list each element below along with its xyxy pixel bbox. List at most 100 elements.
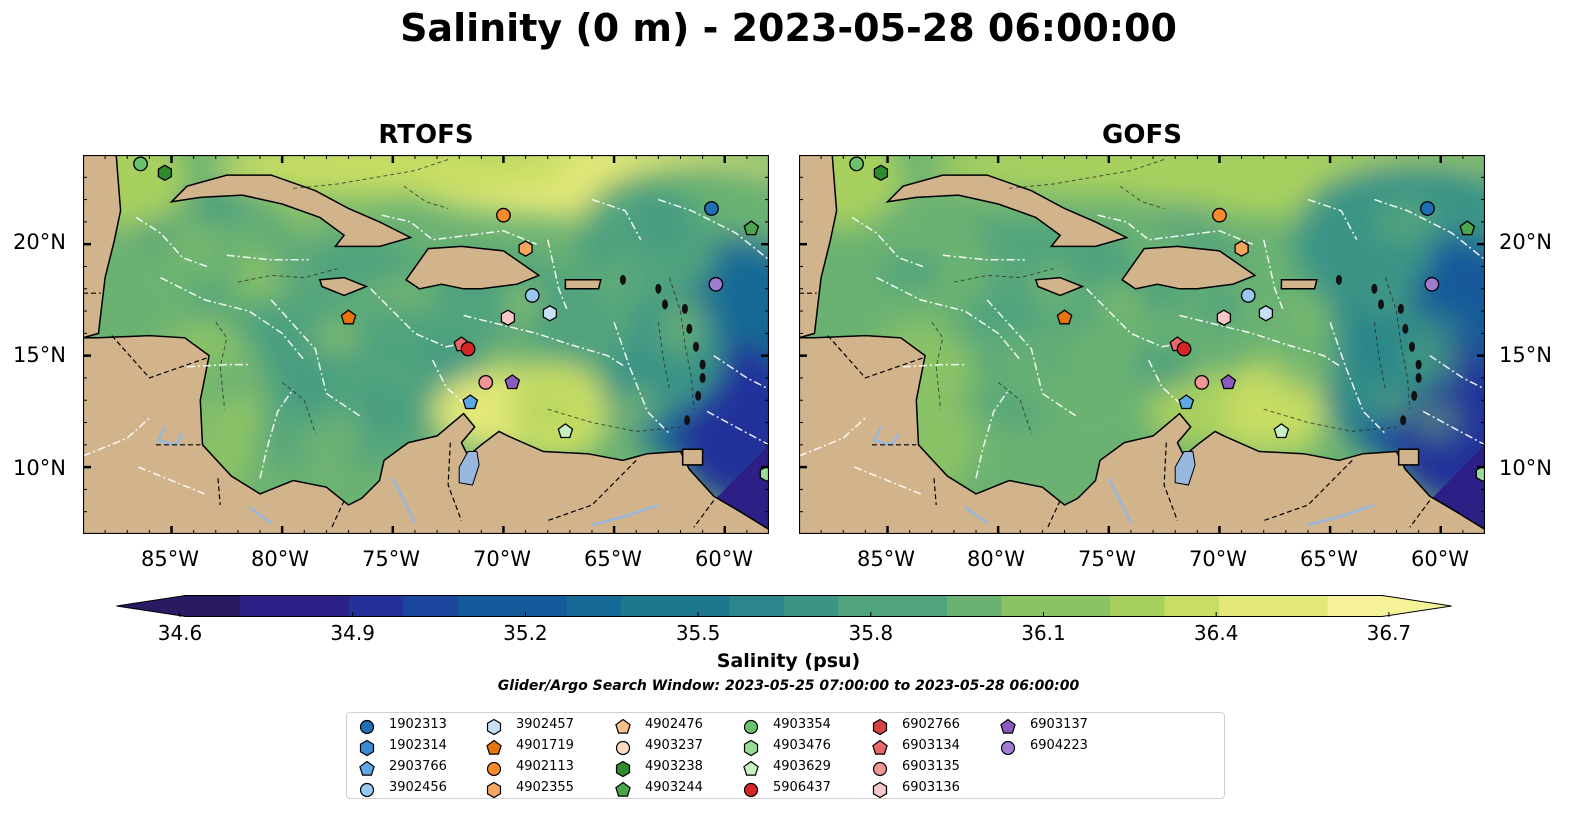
river xyxy=(248,506,272,524)
legend-item-label: 4902113 xyxy=(516,759,574,774)
colorbar-segment xyxy=(1055,595,1111,617)
float-marker-4901719 xyxy=(340,309,357,325)
colorbar-segment xyxy=(349,595,405,617)
eez-boundary xyxy=(546,239,569,312)
eez-boundary xyxy=(706,410,769,446)
map-gofs xyxy=(799,155,1485,534)
land-puertorico xyxy=(564,279,602,290)
eez-boundary xyxy=(799,417,866,457)
colorbar-segment xyxy=(947,595,1003,617)
lon-label-65w-right: 65°W xyxy=(1300,547,1358,571)
legend-item-label: 6902766 xyxy=(902,717,960,732)
eez-boundary xyxy=(1374,198,1485,261)
legend-item-label: 4903238 xyxy=(645,759,703,774)
float-marker-4903354 xyxy=(133,156,148,172)
colorbar-segment xyxy=(240,595,296,617)
bathymetry-contour xyxy=(668,277,695,410)
hexagon-marker-icon xyxy=(486,718,502,736)
eez-boundary xyxy=(160,276,305,361)
pentagon-marker-icon xyxy=(743,760,759,776)
lon-label-60w-right: 60°W xyxy=(1411,547,1469,571)
legend-item-label: 3902456 xyxy=(389,780,447,795)
bathymetry-contour xyxy=(1119,185,1165,209)
colorbar xyxy=(116,595,1452,617)
float-marker-4901719 xyxy=(1056,309,1073,325)
lesser-antilles-island xyxy=(1415,372,1422,383)
float-marker-5906437 xyxy=(460,341,476,357)
land-puertorico xyxy=(1280,279,1318,290)
land-trinidad xyxy=(1397,448,1420,466)
lake-maracaibo xyxy=(458,451,480,486)
land-centralAm xyxy=(83,334,769,534)
river xyxy=(391,477,417,524)
bathymetry-contour xyxy=(1384,277,1411,410)
eez-boundary xyxy=(942,254,1025,261)
eez-boundary xyxy=(1329,321,1386,435)
eez-boundary xyxy=(83,417,150,457)
legend-item-label: 4902476 xyxy=(645,717,703,732)
bathymetry-contour xyxy=(215,321,228,410)
colorbar-segment xyxy=(620,595,677,617)
hexagon-marker-icon xyxy=(486,781,502,799)
country-border xyxy=(1409,500,1431,528)
hexagon-marker-icon xyxy=(615,760,631,778)
colorbar-segment xyxy=(729,595,785,617)
pentagon-marker-icon xyxy=(872,739,888,755)
float-marker-3902456 xyxy=(1240,288,1256,303)
pentagon-marker-icon xyxy=(615,718,631,734)
river xyxy=(872,426,900,447)
circle-marker-icon xyxy=(743,782,759,798)
lesser-antilles-island xyxy=(1397,303,1404,314)
colorbar-segment xyxy=(675,595,731,617)
lon-label-75w-left: 75°W xyxy=(362,547,420,571)
eez-boundary xyxy=(902,363,965,368)
hexagon-marker-icon xyxy=(872,718,888,736)
eez-boundary xyxy=(1262,239,1285,312)
lon-label-60w-left: 60°W xyxy=(695,547,753,571)
colorbar-segment xyxy=(1164,595,1220,617)
legend-item-label: 6903135 xyxy=(902,759,960,774)
country-border xyxy=(933,478,937,506)
lat-label-20n-left: 20°N xyxy=(13,230,66,254)
legend-item-label: 4903476 xyxy=(773,738,831,753)
lesser-antilles-island xyxy=(1400,415,1407,426)
country-border xyxy=(693,500,715,528)
float-marker-4903244 xyxy=(1459,220,1476,236)
bathymetry-contour xyxy=(403,185,449,209)
circle-marker-icon xyxy=(743,719,759,735)
lesser-antilles-island xyxy=(1415,359,1422,370)
hexagon-marker-icon xyxy=(359,739,375,757)
legend-item-label: 6903137 xyxy=(1030,717,1088,732)
bathymetry-contour xyxy=(1263,408,1397,432)
float-marker-1902313 xyxy=(704,201,719,216)
colorbar-outline xyxy=(116,595,1452,617)
float-marker-4903629 xyxy=(1273,423,1290,439)
lon-label-85w-left: 85°W xyxy=(141,547,199,571)
lesser-antilles-island xyxy=(695,390,702,401)
pentagon-marker-icon xyxy=(615,781,631,797)
river xyxy=(591,503,659,527)
eez-boundary xyxy=(226,254,309,261)
lesser-antilles-island xyxy=(1377,299,1384,310)
panel-title-rtofs: RTOFS xyxy=(378,120,474,150)
colorbar-tick-label: 36.4 xyxy=(1193,621,1239,645)
land-cuba xyxy=(169,174,413,248)
lon-label-70w-right: 70°W xyxy=(1189,547,1247,571)
bathymetry-contour xyxy=(547,408,681,432)
colorbar-segment xyxy=(512,595,568,617)
colorbar-extend-high xyxy=(1382,595,1452,617)
eez-boundary xyxy=(1422,410,1485,446)
lesser-antilles-island xyxy=(681,303,688,314)
colorbar-segment xyxy=(566,595,622,617)
eez-boundary xyxy=(876,276,1021,361)
eez-boundary xyxy=(658,198,769,261)
country-border xyxy=(111,335,208,379)
float-marker-3902457 xyxy=(1258,305,1274,322)
float-marker-4902355 xyxy=(1234,240,1249,257)
land-cuba xyxy=(885,174,1129,248)
lon-label-75w-right: 75°W xyxy=(1078,547,1136,571)
eez-boundary xyxy=(463,314,626,368)
legend-item-label: 6903134 xyxy=(902,738,960,753)
legend-item-label: 4901719 xyxy=(516,738,574,753)
lon-label-80w-right: 80°W xyxy=(967,547,1025,571)
